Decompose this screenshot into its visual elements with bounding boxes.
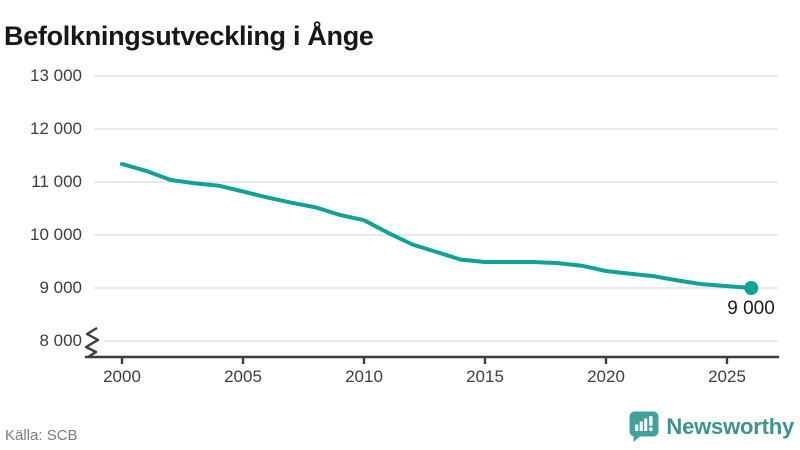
y-tick-label: 8 000 (39, 331, 82, 350)
source-caption: Källa: SCB (5, 427, 78, 444)
x-tick-label: 2010 (345, 367, 383, 386)
latest-value-label: 9 000 (727, 298, 775, 319)
y-tick-label: 11 000 (31, 172, 82, 191)
y-tick-label: 13 000 (30, 66, 82, 85)
axis-break-icon (84, 326, 100, 359)
newsworthy-speech-bubble-barchart-icon (629, 411, 659, 442)
x-tick-label: 2020 (587, 367, 625, 386)
chart-title: Befolkningsutveckling i Ånge (4, 21, 374, 52)
population-line (120, 162, 754, 290)
x-tick-label: 2000 (103, 367, 141, 386)
x-tick-label: 2015 (466, 367, 504, 386)
brand-name: Newsworthy (666, 413, 794, 439)
x-tick-label: 2025 (708, 367, 746, 386)
x-tick-label: 2005 (224, 367, 262, 386)
latest-point-marker (744, 281, 759, 295)
y-tick-label: 9 000 (39, 278, 82, 297)
y-tick-label: 10 000 (30, 225, 82, 244)
newsworthy-logo[interactable]: Newsworthy (629, 411, 794, 442)
y-tick-label: 12 000 (30, 119, 82, 138)
chart-plot-area (94, 75, 778, 364)
